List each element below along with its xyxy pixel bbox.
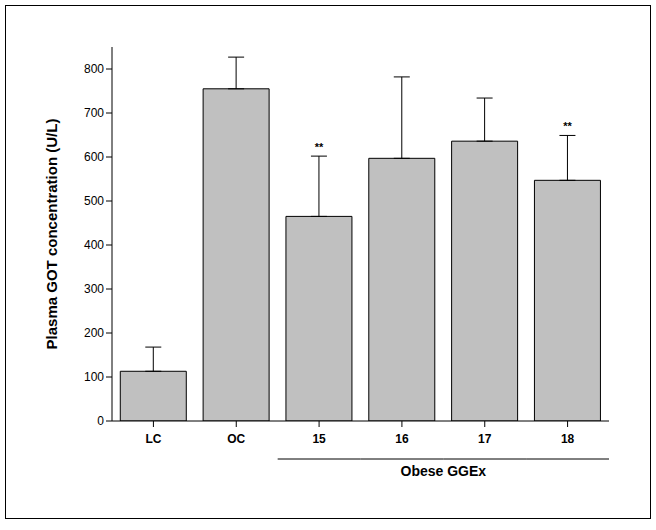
svg-text:100: 100: [84, 370, 104, 384]
svg-text:**: **: [315, 141, 324, 153]
svg-text:600: 600: [84, 150, 104, 164]
svg-text:17: 17: [478, 432, 492, 446]
svg-text:400: 400: [84, 238, 104, 252]
svg-text:0: 0: [97, 414, 104, 428]
svg-text:Plasma GOT concentration (U/L): Plasma GOT concentration (U/L): [43, 119, 60, 350]
svg-text:200: 200: [84, 326, 104, 340]
svg-text:Obese GGEx: Obese GGEx: [401, 463, 487, 479]
svg-text:500: 500: [84, 194, 104, 208]
svg-text:700: 700: [84, 106, 104, 120]
svg-text:800: 800: [84, 62, 104, 76]
svg-text:LC: LC: [145, 432, 161, 446]
svg-text:15: 15: [312, 432, 326, 446]
svg-text:16: 16: [395, 432, 409, 446]
svg-text:OC: OC: [227, 432, 245, 446]
svg-text:**: **: [563, 120, 572, 132]
svg-text:18: 18: [561, 432, 575, 446]
svg-text:300: 300: [84, 282, 104, 296]
